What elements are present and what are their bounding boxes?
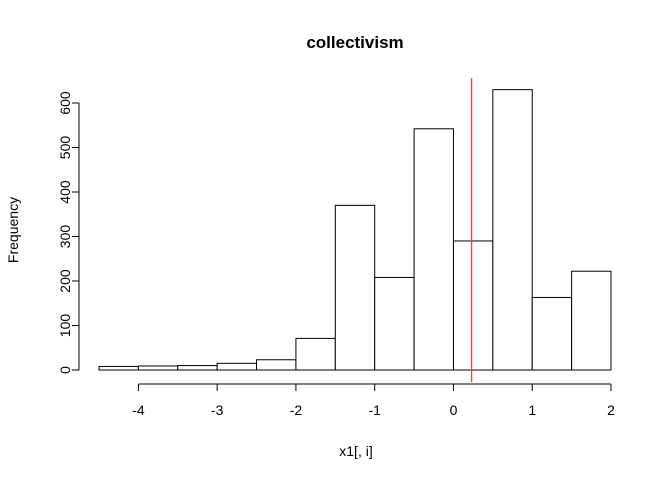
- histogram-bar: [374, 276, 415, 371]
- x-tick-label: 2: [607, 402, 615, 418]
- y-tick-label: 400: [57, 180, 73, 204]
- x-axis: -4 -3 -2 -1 0 1 2: [132, 383, 615, 418]
- histogram-bar: [531, 296, 573, 371]
- y-tick-label: 100: [57, 314, 73, 338]
- y-tick-label: 600: [57, 91, 73, 115]
- y-tick-label: 300: [57, 225, 73, 249]
- x-tick-label: -3: [211, 402, 224, 418]
- bars-group: [98, 89, 612, 371]
- histogram-bar: [295, 337, 336, 371]
- histogram-bar: [256, 359, 297, 371]
- histogram-bar: [98, 365, 139, 371]
- histogram-bar: [452, 240, 494, 371]
- x-axis-label: x1[, i]: [339, 443, 372, 459]
- histogram-bar: [571, 270, 612, 371]
- x-tick-label: -4: [132, 402, 145, 418]
- x-tick-label: 0: [450, 402, 458, 418]
- y-axis-label: Frequency: [5, 197, 21, 263]
- histogram-bar: [177, 365, 218, 371]
- x-tick-label: 1: [528, 402, 536, 418]
- histogram-bar: [492, 89, 533, 371]
- y-axis: 0 100 200 300 400 500 600: [57, 91, 80, 374]
- y-tick-label: 200: [57, 269, 73, 293]
- histogram-bar: [413, 128, 454, 371]
- histogram-bar: [334, 204, 376, 371]
- y-tick-label: 500: [57, 136, 73, 160]
- chart-title: collectivism: [306, 33, 403, 52]
- histogram-bar: [137, 365, 179, 371]
- y-tick-label: 0: [57, 366, 73, 374]
- histogram-bar: [216, 362, 258, 371]
- x-tick-label: -1: [368, 402, 381, 418]
- x-tick-label: -2: [290, 402, 303, 418]
